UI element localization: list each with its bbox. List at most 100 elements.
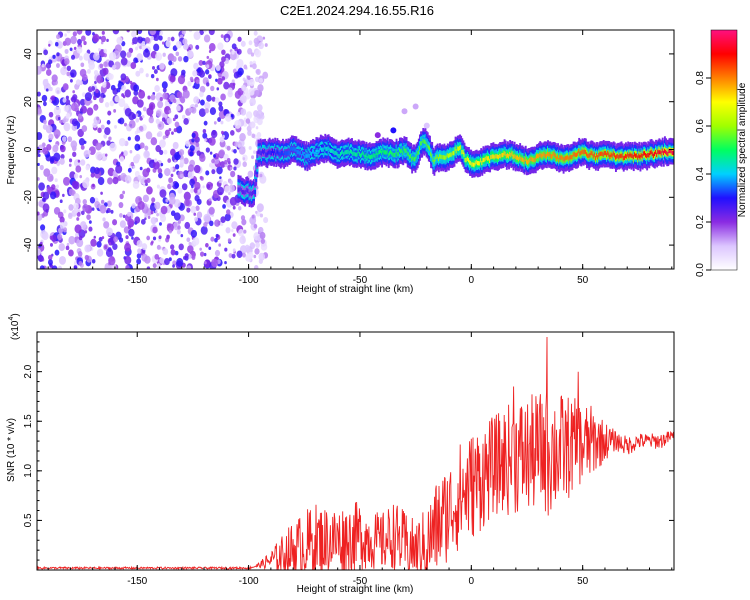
- noise-blob: [192, 237, 200, 246]
- noise-blob: [208, 74, 212, 78]
- noise-blob: [240, 108, 247, 116]
- track-segment: [633, 152, 636, 157]
- noise-blob: [155, 52, 163, 61]
- noise-blob: [169, 166, 174, 172]
- noise-blob: [56, 34, 61, 40]
- track-segment: [364, 154, 367, 160]
- track-segment: [501, 152, 504, 158]
- noise-blob: [77, 38, 82, 45]
- track-segment: [410, 153, 412, 159]
- track-segment: [267, 150, 270, 156]
- track-segment: [424, 139, 427, 144]
- noise-blob: [97, 127, 102, 134]
- noise-blob: [193, 212, 197, 216]
- noise-blob: [191, 107, 197, 114]
- noise-blob: [224, 213, 231, 222]
- noise-blob: [138, 125, 144, 131]
- track-segment: [305, 153, 308, 158]
- noise-blob: [194, 195, 200, 202]
- track-segment: [619, 153, 622, 158]
- track-segment: [395, 149, 398, 154]
- track-segment: [570, 155, 573, 160]
- noise-blob: [174, 151, 181, 161]
- noise-blob: [202, 132, 208, 139]
- noise-blob: [60, 66, 67, 76]
- noise-blob: [142, 168, 150, 178]
- track-segment: [451, 152, 454, 157]
- noise-blob: [181, 30, 186, 35]
- track-segment: [246, 187, 249, 193]
- track-segment: [433, 159, 436, 165]
- noise-blob: [205, 170, 210, 176]
- snr-y-axis-label: SNR (10 * v/v): [6, 418, 17, 482]
- noise-blob: [259, 77, 264, 83]
- noise-blob: [162, 135, 166, 140]
- noise-blob: [76, 238, 84, 248]
- noise-blob: [187, 164, 195, 172]
- noise-blob: [168, 229, 172, 234]
- track-segment: [316, 148, 319, 153]
- noise-blob: [253, 150, 256, 154]
- track-segment: [512, 154, 515, 160]
- noise-blob: [160, 162, 164, 167]
- track-segment: [548, 152, 551, 157]
- noise-blob: [59, 199, 63, 204]
- noise-blob: [233, 148, 237, 154]
- track-segment: [429, 146, 431, 151]
- noise-blob: [38, 182, 45, 191]
- noise-blob: [41, 94, 48, 102]
- noise-blob: [178, 149, 185, 156]
- noise-blob: [64, 33, 67, 37]
- track-segment: [418, 146, 421, 151]
- noise-blob: [59, 216, 65, 224]
- track-segment: [293, 146, 296, 151]
- noise-blob: [170, 36, 175, 42]
- noise-blob: [68, 163, 72, 167]
- noise-blob: [221, 49, 226, 56]
- noise-blob: [162, 41, 165, 45]
- noise-blob: [89, 100, 93, 104]
- track-segment: [637, 155, 640, 160]
- noise-blob: [259, 213, 264, 218]
- noise-blob: [137, 174, 142, 181]
- noise-blob: [242, 157, 246, 161]
- track-segment: [447, 153, 450, 159]
- track-segment: [423, 139, 426, 144]
- track-segment: [553, 152, 556, 157]
- track-segment: [533, 158, 536, 163]
- noise-blob: [263, 216, 269, 224]
- track-segment: [383, 150, 386, 155]
- track-segment: [494, 154, 497, 159]
- noise-blob: [180, 234, 184, 238]
- track-segment: [465, 157, 468, 163]
- track-segment: [473, 162, 476, 168]
- noise-blob: [118, 98, 126, 108]
- noise-blob: [63, 65, 67, 69]
- noise-blob: [248, 40, 253, 46]
- track-segment: [240, 188, 243, 193]
- track-segment: [414, 156, 417, 162]
- noise-blob: [184, 221, 191, 229]
- track-segment: [475, 159, 478, 165]
- noise-blob: [170, 244, 175, 250]
- track-segment: [670, 149, 673, 154]
- noise-blob: [210, 85, 215, 92]
- noise-blob: [58, 227, 64, 234]
- noise-blob: [100, 35, 107, 43]
- noise-blob: [135, 113, 139, 117]
- noise-blob: [71, 54, 76, 60]
- noise-blob: [191, 132, 196, 138]
- noise-blob: [93, 95, 97, 101]
- noise-blob: [242, 161, 247, 168]
- noise-blob: [118, 80, 121, 84]
- noise-blob: [154, 209, 158, 214]
- noise-blob: [172, 260, 177, 266]
- track-segment: [408, 154, 411, 160]
- colorbar-tick-label: 0.0: [695, 263, 706, 277]
- noise-blob: [231, 221, 238, 230]
- track-segment: [648, 153, 651, 158]
- track-segment: [579, 151, 582, 156]
- track-segment: [336, 152, 339, 157]
- noise-blob: [150, 210, 154, 215]
- noise-blob: [66, 71, 71, 77]
